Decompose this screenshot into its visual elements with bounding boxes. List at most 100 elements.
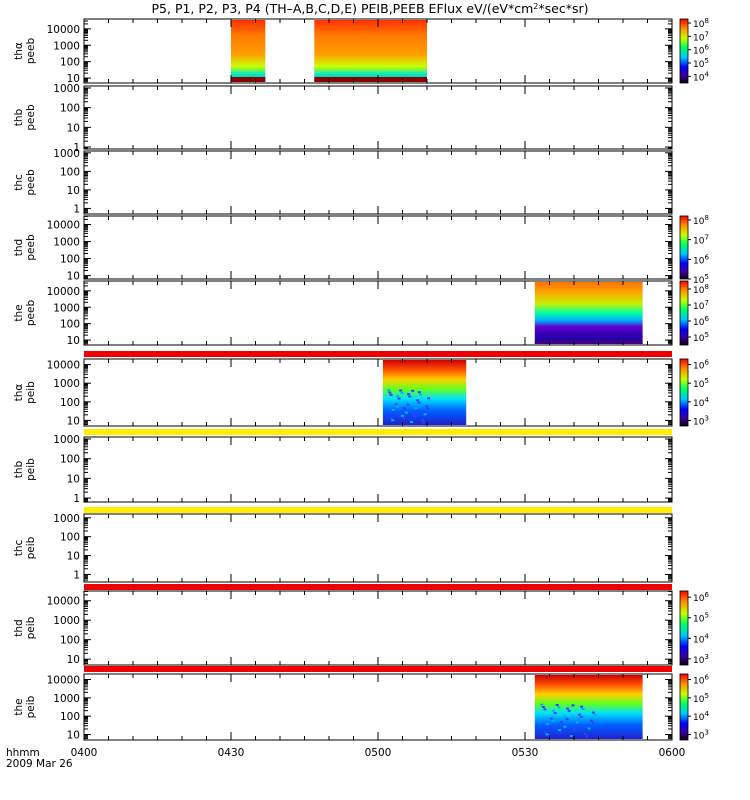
colorbar	[679, 18, 689, 84]
y-axis-label-product: peeb	[25, 38, 37, 65]
spectrogram-noise-pixel	[409, 420, 413, 423]
spectrogram-noise-pixel	[407, 393, 411, 396]
spectrogram-noise-pixel	[589, 719, 593, 722]
spectrogram-noise-pixel	[567, 709, 571, 712]
colorbar-tick-label: 104	[693, 710, 709, 723]
spectrogram-noise-pixel	[545, 733, 549, 736]
x-tick-label: 0430	[218, 747, 245, 759]
spectrogram-noise-pixel	[417, 391, 421, 394]
spectrogram-noise-pixel	[587, 727, 591, 730]
spectrogram-noise-pixel	[391, 419, 395, 422]
spectrogram-noise-pixel	[580, 705, 584, 708]
spectrogram-noise-pixel	[551, 719, 555, 722]
spectrogram-noise-pixel	[591, 711, 595, 714]
colorbar-tick-label: 106	[693, 591, 709, 604]
y-tick-label: 10	[67, 551, 80, 563]
spectrogram-noise-pixel	[583, 733, 587, 736]
spectrogram-noise-pixel	[559, 731, 563, 734]
panel-5: 10000 1000 100 10 the peeb 108 107 106 105	[13, 280, 709, 347]
spectrogram-noise-pixel	[397, 397, 401, 400]
spectrogram-noise-pixel	[392, 411, 396, 414]
spectrogram-noise-pixel	[585, 735, 589, 738]
x-tick-label: 0400	[71, 747, 98, 759]
spectrogram-noise-pixel	[402, 417, 406, 420]
spectrogram-noise-pixel	[399, 389, 403, 392]
spectrogram-noise-pixel	[546, 723, 550, 726]
y-axis-label-product: peib	[25, 695, 37, 718]
spectrogram-noise-pixel	[586, 725, 590, 728]
colorbar-tick-label: 103	[693, 414, 709, 427]
panel-frame	[83, 513, 673, 583]
x-tick-label: 0600	[659, 747, 686, 759]
spectrogram-block	[534, 282, 643, 344]
panel-frame	[83, 590, 673, 666]
quality-flag-bar-4	[84, 584, 672, 590]
colorbar-tick-label: 105	[693, 57, 709, 70]
y-tick-label: 100	[60, 454, 80, 466]
colorbar-tick-label: 105	[693, 692, 709, 705]
y-tick-label: 1000	[53, 83, 80, 95]
panel-10: 10000 1000 100 10 the peib 106 105 104 103	[13, 673, 709, 742]
y-tick-label: 1000	[53, 302, 80, 314]
y-axis-label-probe: thb	[13, 460, 25, 478]
colorbar-tick-label: 108	[693, 214, 709, 227]
colorbar	[679, 590, 689, 666]
y-tick-label: 10	[67, 415, 80, 427]
spectrogram-noise-pixel	[426, 407, 430, 410]
spectrogram-noise-pixel	[579, 715, 583, 718]
y-axis-label-probe: thα	[13, 384, 25, 402]
spectrogram-noise-pixel	[553, 711, 557, 714]
y-tick-label: 100	[60, 397, 80, 409]
y-tick-label: 100	[60, 532, 80, 544]
spectrogram-noise-pixel	[411, 389, 415, 392]
colorbar-tick-label: 107	[693, 30, 709, 43]
spectrogram-noise-pixel	[422, 421, 426, 424]
spectrogram-noise-pixel	[569, 735, 573, 738]
quality-flag-bar-5	[84, 666, 672, 672]
panel-frame	[83, 150, 673, 215]
spectrogram-noise-pixel	[557, 706, 561, 709]
panel-frame	[83, 85, 673, 150]
spectrogram-noise-pixel	[573, 729, 577, 732]
spectrogram-noise-pixel	[391, 408, 395, 411]
y-tick-label: 10000	[47, 286, 80, 298]
spectrogram-noise-pixel	[419, 393, 423, 396]
y-tick-label: 10	[67, 73, 80, 85]
colorbar	[679, 673, 689, 741]
y-tick-label: 100	[60, 254, 80, 266]
y-axis-label-probe: the	[13, 698, 25, 715]
y-tick-label: 100	[60, 57, 80, 69]
y-tick-label: 10	[67, 271, 80, 283]
colorbar-tick-label: 105	[693, 331, 709, 344]
colorbar-tick-label: 107	[693, 234, 709, 247]
spectrogram-noise-pixel	[405, 401, 409, 404]
y-tick-label: 1	[73, 142, 80, 154]
y-tick-label: 10000	[47, 360, 80, 372]
spectrogram-noise-pixel	[575, 721, 579, 724]
y-tick-label: 10	[67, 122, 80, 134]
spectrogram-noise-pixel	[423, 413, 427, 416]
y-tick-label: 10000	[47, 675, 80, 687]
spectrogram-noise-pixel	[540, 703, 544, 706]
spectrogram-low-band	[534, 341, 643, 344]
spectrogram-noise-pixel	[565, 717, 569, 720]
spectrogram-noise-pixel	[571, 727, 575, 730]
colorbar-tick-label: 105	[693, 273, 709, 286]
panel-8: 1000 100 10 1 thc peib	[13, 513, 673, 583]
colorbar-tick-label: 106	[693, 674, 709, 687]
spectrogram-noise-pixel	[411, 412, 415, 415]
colorbar	[679, 358, 689, 427]
y-axis-label-probe: thd	[13, 239, 25, 256]
panel-frame	[83, 436, 673, 503]
y-axis-label-product: peeb	[25, 234, 37, 261]
spectrogram-noise-pixel	[400, 414, 404, 417]
spectrogram-noise-pixel	[400, 391, 404, 394]
y-tick-label: 1000	[53, 148, 80, 160]
y-axis-label-probe: the	[13, 304, 25, 321]
spectrogram-noise-pixel	[557, 729, 561, 732]
colorbar-tick-label: 104	[693, 632, 709, 645]
spectrogram-noise-pixel	[417, 401, 421, 404]
colorbar	[679, 280, 689, 346]
spectrogram-noise-pixel	[543, 708, 547, 711]
spectrogram-noise-pixel	[389, 393, 393, 396]
